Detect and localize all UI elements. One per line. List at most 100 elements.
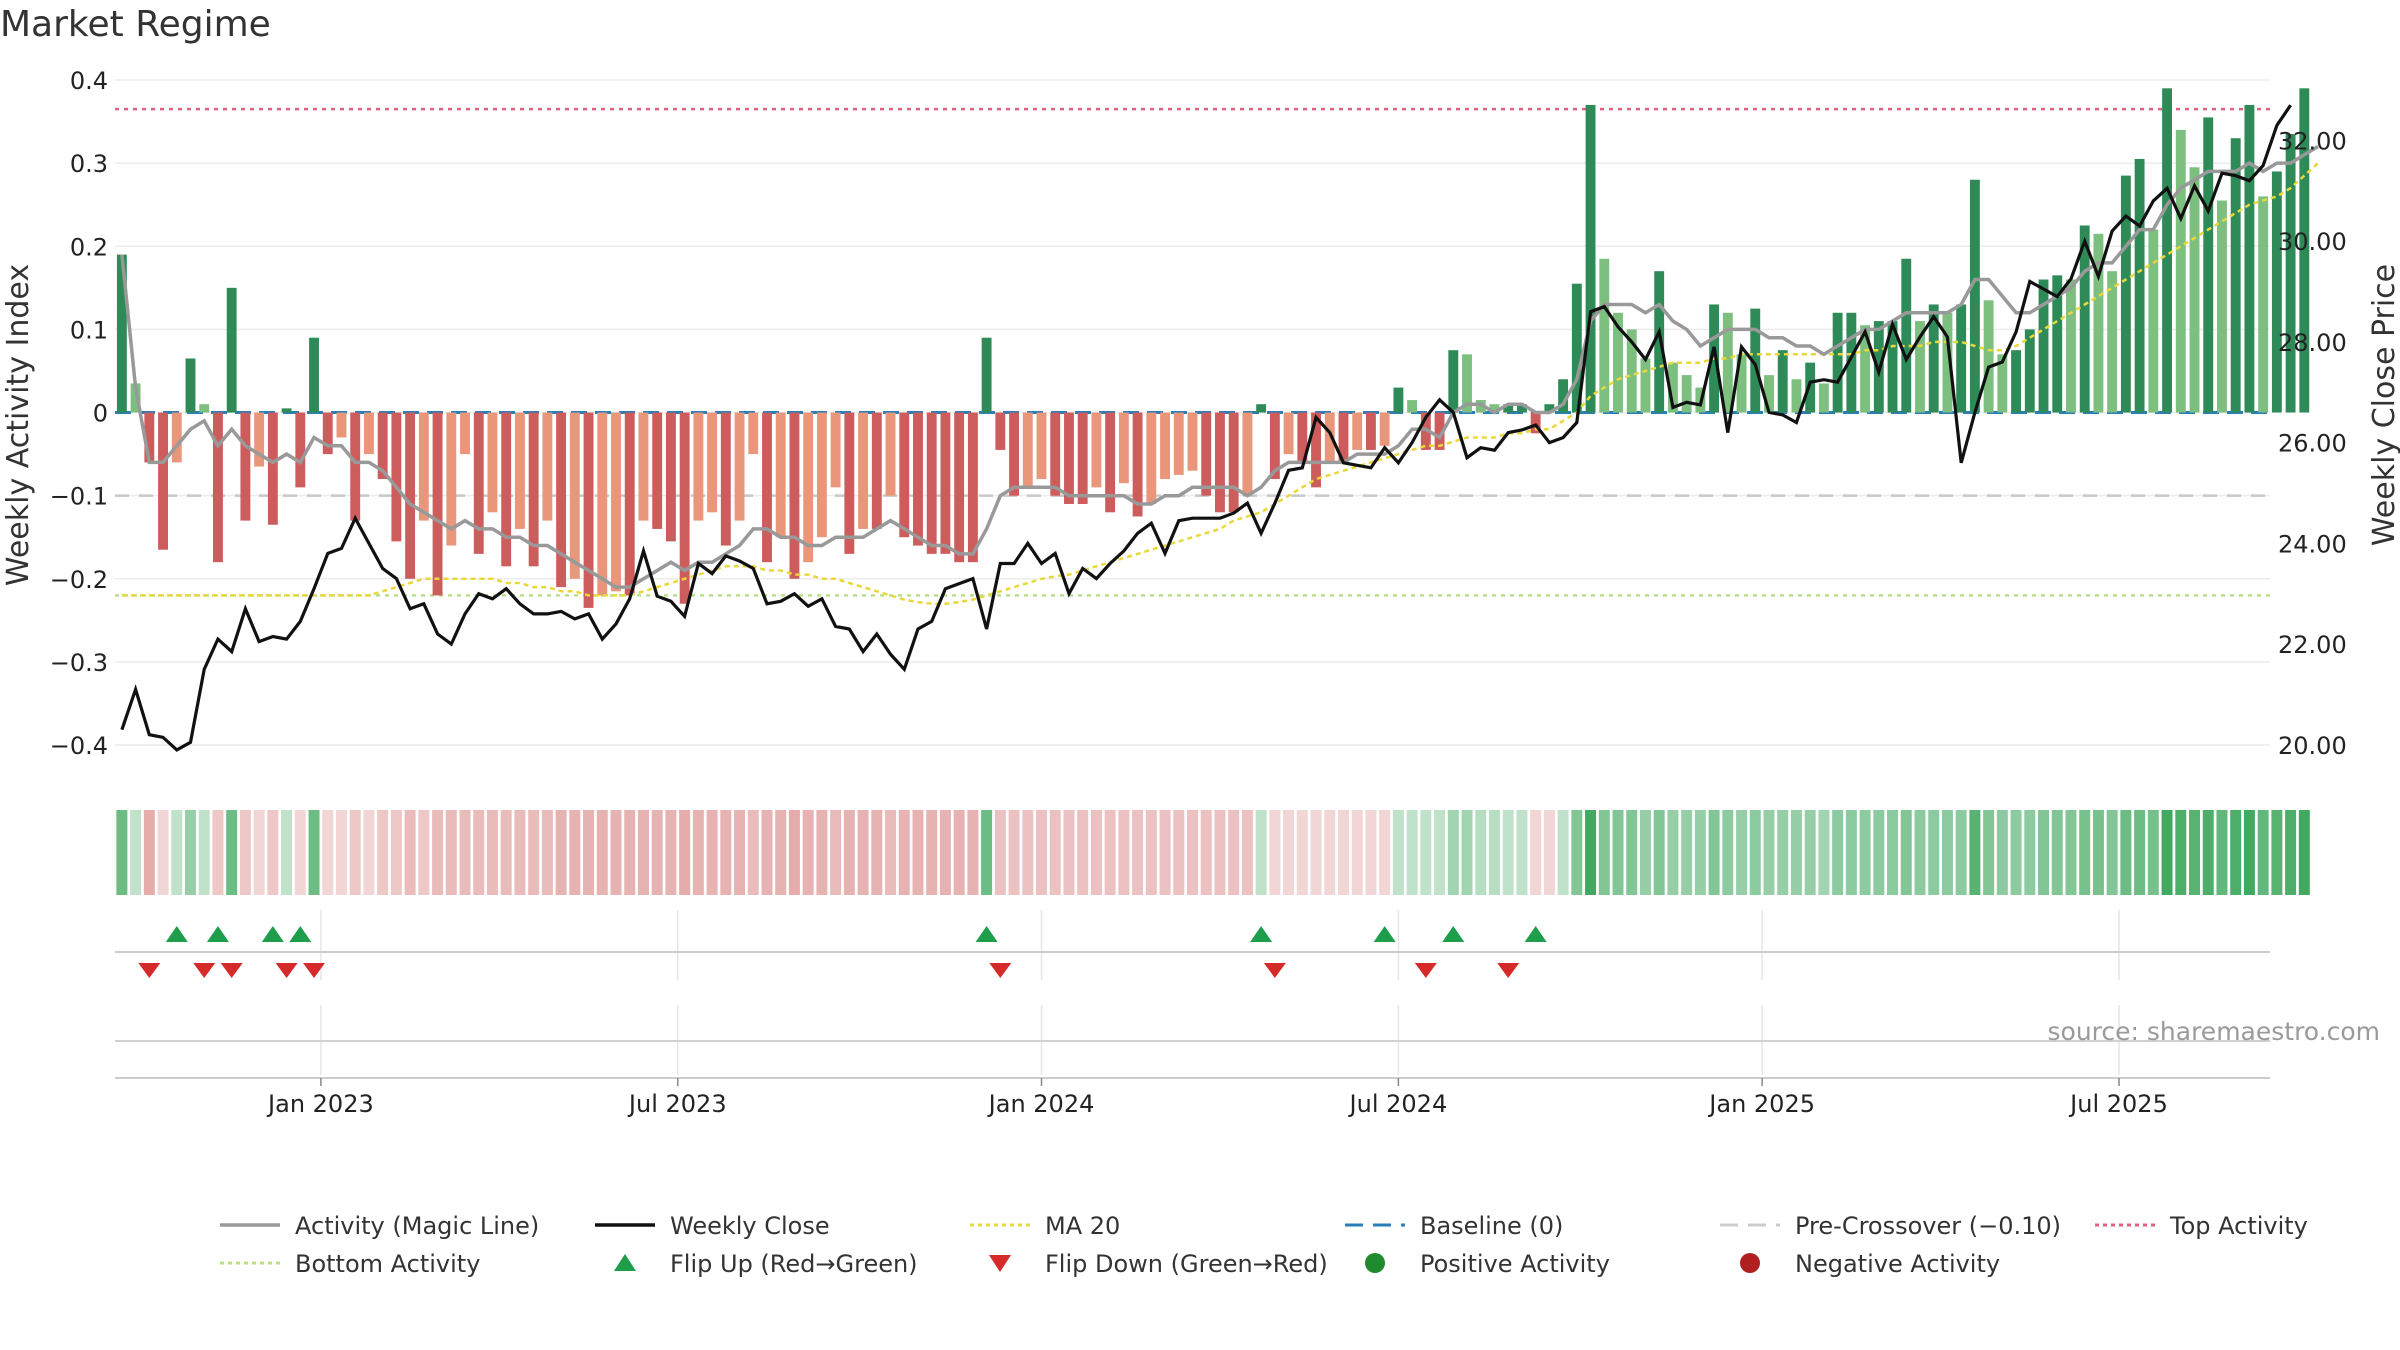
right-tick-label: 26.00 xyxy=(2278,430,2347,458)
activity-bar xyxy=(1242,412,1253,496)
regime-cell xyxy=(775,810,787,895)
regime-cell xyxy=(1187,810,1198,895)
activity-bar xyxy=(2120,175,2131,413)
right-tick-label: 22.00 xyxy=(2278,631,2347,659)
regime-cell xyxy=(1324,810,1336,895)
flip-down-marker xyxy=(303,963,326,978)
legend-label: Baseline (0) xyxy=(1420,1212,1563,1240)
regime-cell xyxy=(1681,810,1693,895)
activity-bar xyxy=(281,408,292,413)
activity-bar xyxy=(1585,104,1596,413)
regime-cell xyxy=(349,810,361,895)
regime-cell xyxy=(2175,810,2187,895)
activity-bar xyxy=(1105,412,1116,513)
regime-cell xyxy=(1008,810,1020,895)
regime-cell xyxy=(1763,810,1775,895)
legend-label: Flip Up (Red→Green) xyxy=(670,1250,918,1278)
regime-cell xyxy=(1955,810,1967,895)
activity-bar xyxy=(2038,279,2049,413)
activity-bar xyxy=(775,412,786,538)
flip-markers xyxy=(115,926,2270,1042)
regime-cell xyxy=(1996,810,2008,895)
regime-cell xyxy=(1296,810,1308,895)
activity-bar xyxy=(199,404,210,413)
activity-bar xyxy=(556,412,567,588)
regime-cell xyxy=(528,810,540,895)
activity-bar xyxy=(2024,329,2035,413)
activity-bar xyxy=(1626,329,1637,413)
activity-bar xyxy=(1599,258,1610,413)
regime-cell xyxy=(734,810,746,895)
activity-bar xyxy=(2244,104,2255,413)
activity-bar xyxy=(1681,375,1692,413)
activity-bar xyxy=(1269,412,1280,480)
regime-cell xyxy=(2092,810,2104,895)
x-tick-label: Jan 2023 xyxy=(266,1090,374,1118)
activity-bar xyxy=(2299,88,2310,413)
activity-bar xyxy=(652,412,663,529)
activity-bar xyxy=(418,412,429,521)
activity-bar xyxy=(473,412,484,554)
regime-cell xyxy=(1832,810,1844,895)
flip-down-marker xyxy=(138,963,161,978)
regime-cell xyxy=(679,810,691,895)
activity-bar xyxy=(446,412,457,546)
regime-cell xyxy=(788,810,800,895)
regime-cell xyxy=(953,810,965,895)
regime-cell xyxy=(185,810,196,895)
right-tick-label: 24.00 xyxy=(2278,530,2347,558)
regime-cell xyxy=(1818,810,1830,895)
source-label: source: sharemaestro.com xyxy=(2048,1017,2381,1046)
activity-bar xyxy=(336,412,347,438)
activity-bar xyxy=(240,412,251,521)
left-tick-label: 0 xyxy=(93,400,108,428)
regime-cell xyxy=(692,810,704,895)
regime-cell xyxy=(1269,810,1281,895)
flip-down-marker xyxy=(193,963,216,978)
regime-cell xyxy=(363,810,375,895)
regime-cell xyxy=(665,810,677,895)
left-tick-label: 0.2 xyxy=(70,233,108,261)
activity-bar xyxy=(1489,404,1500,413)
x-tick-label: Jul 2024 xyxy=(1348,1090,1448,1118)
activity-bar xyxy=(954,412,965,563)
regime-cell xyxy=(1049,810,1061,895)
activity-bar xyxy=(2093,233,2104,413)
regime-cell xyxy=(1090,810,1102,895)
regime-cell xyxy=(335,810,347,895)
flip-up-marker xyxy=(1250,926,1273,942)
regime-cell xyxy=(1475,810,1487,895)
activity-bar xyxy=(1915,321,1925,413)
grid-layer xyxy=(115,79,2270,1075)
activity-bar xyxy=(2162,88,2172,413)
regime-cell xyxy=(555,810,567,895)
activity-bar xyxy=(1338,412,1349,463)
activity-bar xyxy=(1050,412,1061,496)
regime-cell xyxy=(432,810,444,895)
regime-cell xyxy=(1873,810,1885,895)
activity-bar xyxy=(363,412,374,455)
activity-bar xyxy=(309,337,319,413)
regime-cell xyxy=(1969,810,1981,895)
activity-bar xyxy=(638,412,649,521)
activity-bar xyxy=(1613,312,1623,413)
regime-cell xyxy=(1063,810,1075,895)
activity-bar xyxy=(1173,412,1184,475)
activity-bar xyxy=(816,412,827,538)
regime-cell xyxy=(1118,810,1130,895)
left-tick-label: 0.1 xyxy=(70,316,108,344)
regime-cell xyxy=(459,810,471,895)
flip-down-marker xyxy=(275,963,298,978)
activity-bar xyxy=(858,412,869,529)
legend-label: Bottom Activity xyxy=(295,1250,480,1278)
regime-cell xyxy=(1708,810,1720,895)
regime-cell xyxy=(994,810,1006,895)
activity-bar xyxy=(2066,279,2076,413)
flip-up-marker xyxy=(1442,926,1465,942)
left-tick-label: −0.3 xyxy=(50,649,108,677)
activity-bar xyxy=(583,412,594,608)
regime-cell xyxy=(1406,810,1418,895)
activity-bar xyxy=(1969,179,1980,413)
regime-cell xyxy=(1351,810,1363,895)
activity-bar xyxy=(116,254,127,413)
